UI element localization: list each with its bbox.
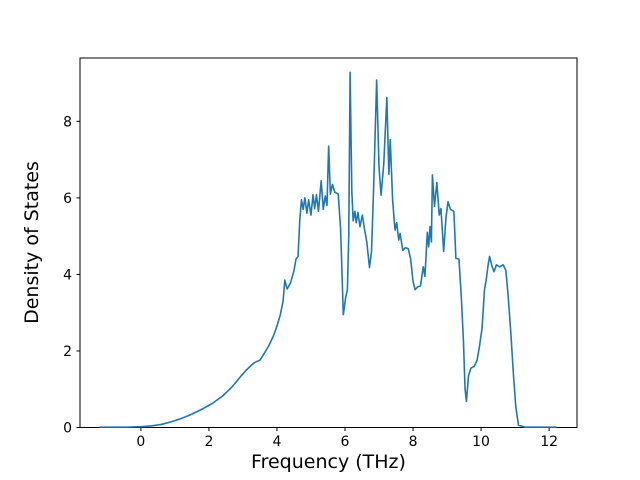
x-tick-label: 0 — [136, 434, 145, 450]
x-axis-label: Frequency (THz) — [251, 451, 406, 473]
y-tick-label: 8 — [63, 114, 72, 130]
y-tick-label: 0 — [63, 421, 72, 437]
y-tick-label: 6 — [63, 191, 72, 207]
x-tick-label: 8 — [409, 434, 418, 450]
dos-curve — [99, 71, 557, 428]
y-axis-ticks: 0 2 4 6 8 — [63, 114, 80, 437]
axes-spines — [79, 57, 578, 428]
y-tick-label: 2 — [63, 344, 72, 360]
x-tick-label: 6 — [341, 434, 350, 450]
x-tick-label: 10 — [472, 434, 490, 450]
x-tick-label: 4 — [273, 434, 282, 450]
y-tick-label: 4 — [63, 267, 72, 283]
x-axis-ticks: 0 2 4 6 8 10 12 — [136, 427, 558, 450]
x-tick-label: 2 — [204, 434, 213, 450]
x-tick-label: 12 — [540, 434, 558, 450]
y-axis-label: Density of States — [21, 161, 43, 324]
